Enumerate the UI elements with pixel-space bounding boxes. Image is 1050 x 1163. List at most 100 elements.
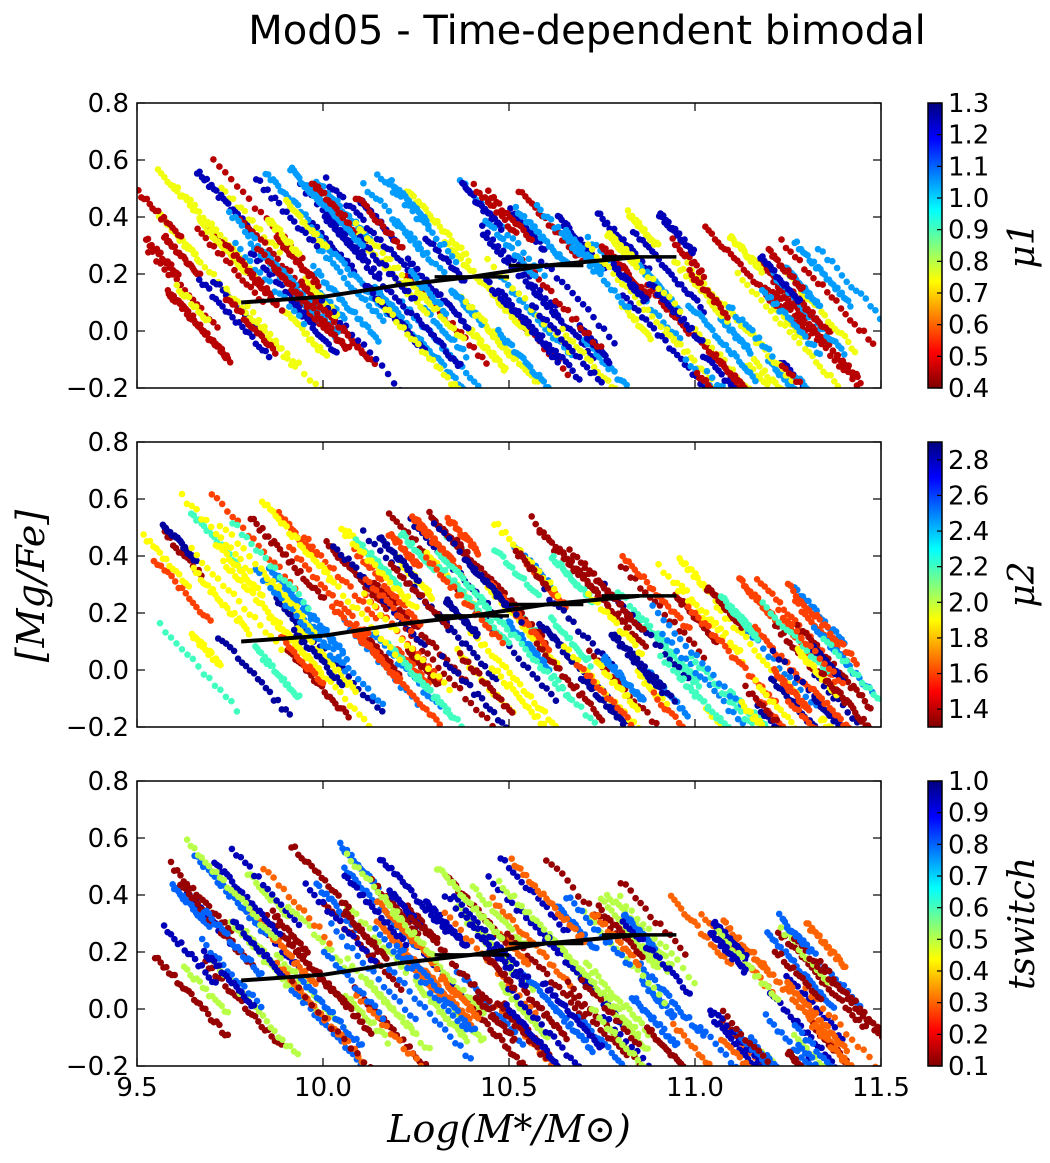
data-point [545, 348, 553, 356]
data-point [393, 238, 401, 245]
data-point [693, 369, 701, 377]
data-point [434, 217, 441, 225]
data-point [543, 238, 551, 245]
data-point [744, 389, 751, 396]
data-point [834, 421, 841, 428]
data-point [414, 289, 421, 297]
data-point [372, 308, 380, 315]
data-point [204, 330, 211, 337]
data-point [763, 402, 770, 409]
data-point [226, 359, 234, 366]
data-point [196, 168, 203, 176]
data-point [827, 411, 834, 418]
data-point [844, 297, 852, 305]
panel-top: −0.20.00.20.40.60.80.40.50.60.70.80.91.0… [66, 89, 1043, 437]
data-point [162, 629, 169, 636]
data-point [345, 555, 352, 562]
data-point [681, 236, 688, 243]
data-point [303, 182, 310, 189]
data-point [332, 683, 339, 691]
data-point [483, 714, 491, 722]
data-point [291, 307, 298, 315]
data-point [600, 325, 608, 333]
data-point [756, 423, 763, 430]
data-point [724, 314, 731, 321]
data-point [182, 590, 190, 597]
data-point [468, 304, 476, 311]
data-point [793, 238, 801, 245]
data-point [813, 397, 820, 404]
data-point [351, 592, 359, 600]
data-point [208, 220, 216, 228]
data-point [387, 246, 395, 253]
data-point [374, 581, 381, 589]
data-point [792, 385, 799, 388]
data-point [451, 681, 459, 689]
data-point [761, 367, 769, 375]
data-point [770, 677, 778, 684]
data-point [651, 430, 658, 437]
data-point [370, 729, 377, 736]
data-point [841, 332, 849, 340]
data-point [265, 353, 273, 361]
data-point [872, 307, 879, 314]
data-point [379, 708, 386, 715]
data-point [358, 349, 366, 357]
data-point [891, 329, 898, 336]
data-point [359, 680, 367, 688]
data-point [409, 235, 417, 243]
data-point [640, 573, 648, 580]
data-point [322, 321, 329, 329]
data-point [844, 709, 851, 716]
data-point [814, 397, 821, 404]
data-point [763, 411, 770, 418]
data-point [661, 611, 669, 619]
data-point [376, 312, 384, 320]
data-point [565, 361, 573, 369]
data-point [827, 371, 834, 379]
data-point [590, 363, 598, 371]
data-point [874, 425, 881, 432]
data-point [760, 407, 767, 414]
data-point [790, 587, 797, 595]
data-point [362, 296, 369, 304]
data-point [495, 200, 503, 207]
data-point [216, 163, 223, 170]
data-point [367, 238, 375, 245]
data-point [816, 400, 823, 407]
data-point [750, 389, 757, 396]
data-point [360, 598, 367, 605]
data-point [836, 418, 843, 425]
data-point [585, 329, 592, 337]
data-point [759, 418, 766, 425]
data-point [244, 302, 251, 310]
data-point [237, 245, 244, 253]
data-point [297, 291, 304, 298]
data-point [167, 261, 175, 268]
data-point [350, 669, 357, 677]
data-point [550, 392, 557, 399]
data-point [207, 617, 214, 624]
data-point [838, 272, 846, 279]
data-point [485, 187, 492, 194]
data-point [360, 715, 368, 723]
data-point [680, 265, 687, 273]
data-point [569, 367, 576, 375]
data-point [276, 290, 283, 297]
data-point [455, 311, 463, 319]
data-point [597, 270, 604, 278]
data-point [297, 213, 304, 220]
data-point [569, 289, 576, 297]
data-point [833, 353, 841, 360]
data-point [385, 306, 393, 314]
data-point [832, 628, 840, 635]
data-point [452, 258, 460, 266]
data-point [554, 312, 562, 319]
data-point [819, 248, 826, 255]
data-point [464, 389, 471, 396]
data-point [337, 268, 344, 276]
data-point [867, 705, 874, 712]
data-point [249, 309, 257, 316]
data-point [208, 491, 216, 498]
data-point [330, 318, 338, 326]
